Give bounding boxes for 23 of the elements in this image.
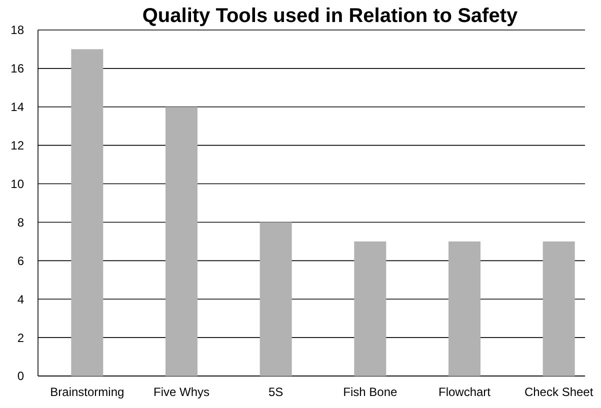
x-tick-label: Brainstorming	[50, 385, 124, 399]
bar	[448, 241, 480, 376]
bar	[71, 49, 104, 376]
chart-title: Quality Tools used in Relation to Safety	[142, 5, 518, 27]
x-tick-label: Five Whys	[153, 385, 210, 399]
bar	[542, 241, 575, 376]
y-tick-label: 16	[10, 62, 24, 76]
y-tick-label: 0	[17, 369, 24, 384]
y-tick-label: 4	[17, 292, 24, 306]
y-tick-label: 2	[17, 330, 24, 345]
y-tick-label: 8	[17, 215, 24, 230]
y-tick-label: 6	[17, 254, 24, 268]
x-tick-label: Check Sheet	[524, 385, 594, 399]
bar	[260, 222, 292, 376]
y-tick-label: 14	[10, 100, 24, 114]
bar	[354, 241, 386, 376]
y-tick-label: 10	[10, 176, 24, 191]
bar	[166, 106, 198, 376]
x-tick-label: Flowchart	[438, 385, 492, 399]
y-tick-label: 18	[10, 23, 24, 38]
x-tick-label: Fish Bone	[343, 385, 398, 399]
y-tick-label: 12	[10, 138, 24, 153]
x-tick-label: 5S	[268, 385, 284, 399]
